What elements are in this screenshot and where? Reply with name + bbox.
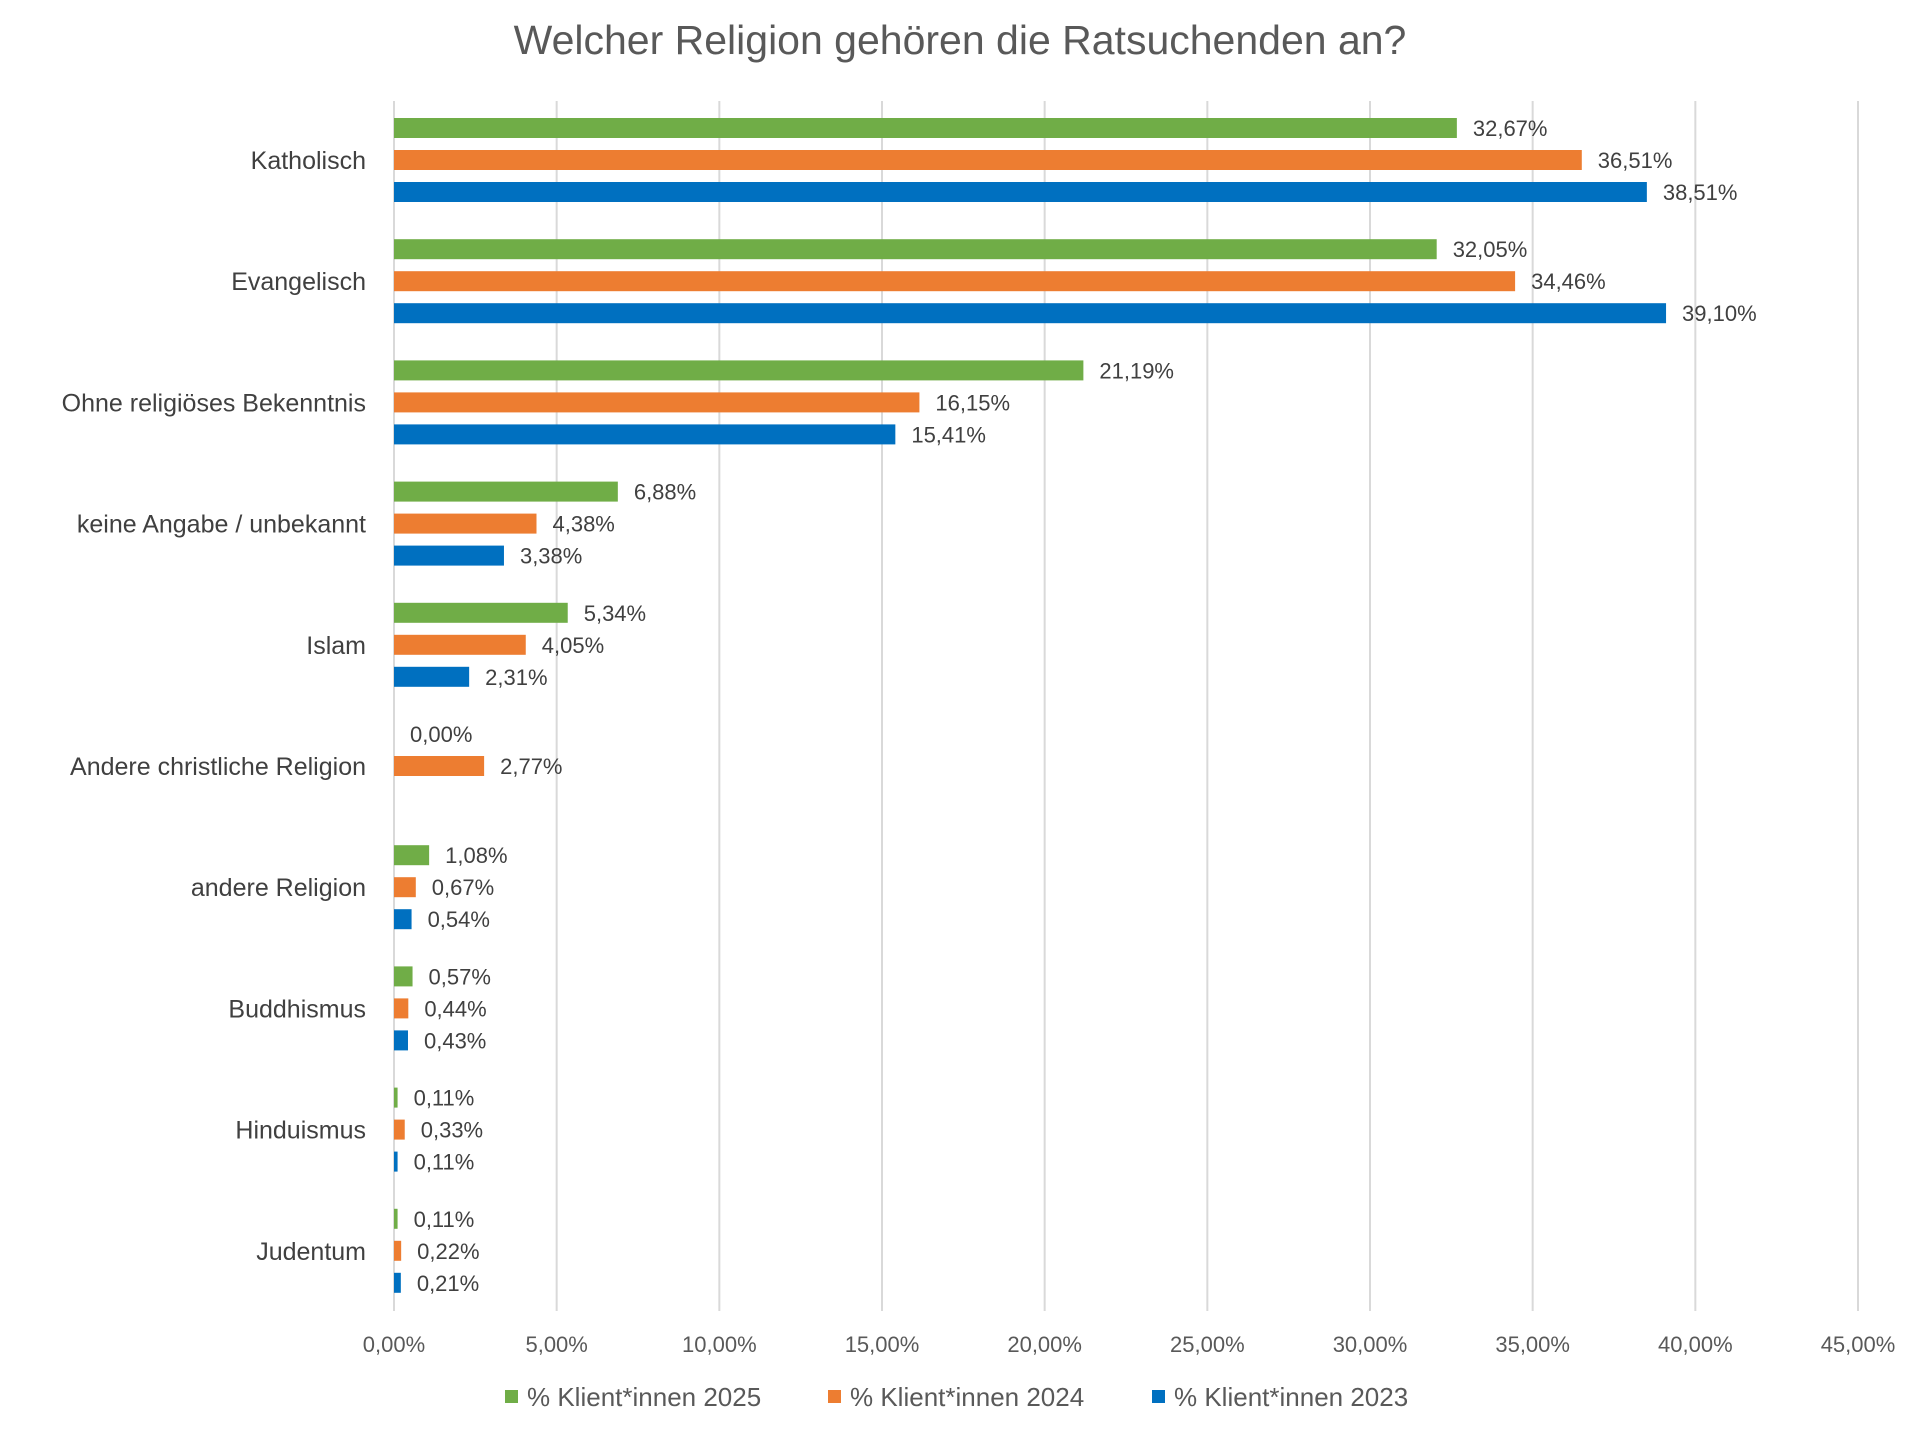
category-label: keine Angabe / unbekannt — [77, 511, 366, 539]
data-label: 36,51% — [1598, 148, 1673, 173]
category-label: Buddhismus — [228, 995, 366, 1023]
category-label: Katholisch — [251, 147, 366, 175]
data-label: 1,08% — [445, 843, 507, 868]
data-label: 38,51% — [1663, 180, 1738, 205]
x-tick-label: 35,00% — [1495, 1332, 1570, 1357]
data-label: 3,38% — [520, 544, 582, 569]
bar — [394, 545, 504, 566]
data-label: 0,22% — [417, 1239, 479, 1264]
data-label: 5,34% — [584, 601, 646, 626]
data-label: 0,11% — [414, 1207, 475, 1232]
chart-title: Welcher Religion gehören die Ratsuchende… — [514, 17, 1407, 63]
legend-label: % Klient*innen 2025 — [527, 1382, 761, 1412]
category-label: Judentum — [256, 1238, 366, 1266]
category-label: Hinduismus — [235, 1117, 366, 1145]
bar — [394, 666, 470, 687]
x-tick-label: 15,00% — [845, 1332, 920, 1357]
data-label: 0,11% — [414, 1086, 475, 1111]
data-label: 0,54% — [428, 907, 490, 932]
x-tick-label: 45,00% — [1821, 1332, 1896, 1357]
data-label: 0,43% — [424, 1028, 486, 1053]
data-label: 0,00% — [410, 722, 472, 747]
x-tick-label: 5,00% — [525, 1332, 587, 1357]
data-label: 0,44% — [424, 996, 486, 1021]
bar — [394, 392, 920, 413]
bar — [394, 756, 485, 776]
x-tick-label: 0,00% — [363, 1332, 425, 1357]
category-label: andere Religion — [191, 874, 366, 902]
bar — [394, 1030, 408, 1051]
data-label: 4,38% — [552, 512, 614, 537]
legend-swatch — [828, 1390, 841, 1403]
data-label: 0,33% — [421, 1118, 483, 1143]
bar — [394, 360, 1084, 381]
category-label: Evangelisch — [231, 268, 366, 296]
bar — [394, 424, 896, 445]
data-label: 16,15% — [935, 390, 1010, 415]
x-tick-label: 10,00% — [682, 1332, 757, 1357]
data-label: 15,41% — [911, 422, 986, 447]
x-tick-label: 40,00% — [1658, 1332, 1733, 1357]
bar — [394, 1208, 398, 1229]
data-label: 0,11% — [414, 1150, 475, 1175]
category-label: Islam — [306, 632, 366, 660]
bar — [394, 634, 526, 655]
data-label: 0,67% — [432, 875, 494, 900]
legend-swatch — [1152, 1390, 1165, 1403]
bar — [394, 1087, 398, 1108]
data-label: 0,21% — [417, 1271, 479, 1296]
x-tick-label: 25,00% — [1170, 1332, 1245, 1357]
data-label: 0,57% — [429, 964, 491, 989]
data-label: 32,05% — [1453, 237, 1528, 262]
data-label: 34,46% — [1531, 269, 1606, 294]
category-label: Ohne religiöses Bekenntnis — [62, 389, 366, 417]
bar — [394, 998, 409, 1019]
bar — [394, 845, 430, 866]
bar — [394, 909, 412, 930]
data-label: 6,88% — [634, 480, 696, 505]
bar — [394, 966, 413, 987]
bar — [394, 182, 1647, 202]
data-label: 2,31% — [485, 665, 547, 690]
x-tick-label: 30,00% — [1333, 1332, 1408, 1357]
bar — [394, 1272, 401, 1293]
data-label: 21,19% — [1099, 358, 1174, 383]
data-label: 32,67% — [1473, 116, 1548, 141]
bar — [394, 1151, 398, 1172]
bar — [394, 150, 1582, 170]
bar — [394, 877, 416, 898]
category-label: Andere christliche Religion — [70, 753, 366, 781]
data-label: 2,77% — [500, 754, 562, 779]
bar — [394, 602, 568, 623]
bar — [394, 239, 1437, 260]
bar — [394, 303, 1667, 324]
legend-label: % Klient*innen 2023 — [1174, 1382, 1408, 1412]
bar — [394, 513, 537, 534]
legend-label: % Klient*innen 2024 — [850, 1382, 1084, 1412]
bar — [394, 271, 1516, 292]
bar — [394, 481, 618, 502]
bar — [394, 118, 1457, 138]
data-label: 39,10% — [1682, 301, 1757, 326]
bar — [394, 1119, 405, 1140]
data-label: 4,05% — [542, 633, 604, 658]
legend-swatch — [505, 1390, 518, 1403]
bar — [394, 1240, 402, 1261]
x-tick-label: 20,00% — [1007, 1332, 1082, 1357]
